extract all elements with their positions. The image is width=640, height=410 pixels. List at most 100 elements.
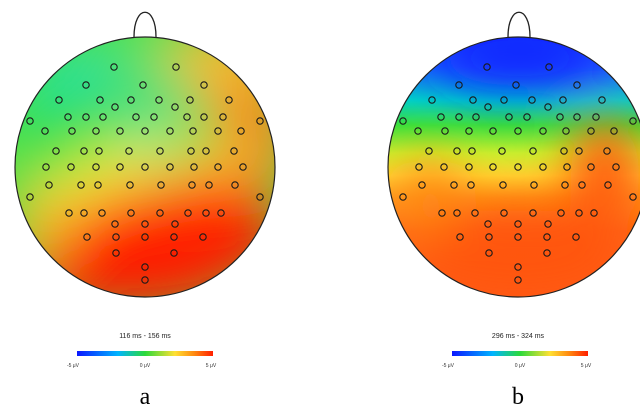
electrode-marker-icon (472, 113, 480, 121)
panel-a: 116 ms - 156 ms -5 μV 0 μV 5 μV a (14, 11, 276, 410)
electrode-marker-icon (141, 263, 149, 271)
electrode-marker-icon (573, 81, 581, 89)
electrode-marker-icon (415, 163, 423, 171)
electrode-marker-icon (514, 276, 522, 284)
electrode-marker-icon (514, 127, 522, 135)
electrode-marker-icon (219, 113, 227, 121)
electrode-marker-icon (556, 113, 564, 121)
electrode-marker-icon (217, 209, 225, 217)
electrode-marker-icon (95, 147, 103, 155)
electrode-marker-icon (67, 163, 75, 171)
electrode-marker-icon (544, 220, 552, 228)
scalp-map-a (15, 37, 275, 297)
electrode-marker-icon (110, 63, 118, 71)
electrode-marker-icon (170, 233, 178, 241)
electrode-marker-icon (166, 163, 174, 171)
electrode-marker-icon (125, 147, 133, 155)
electrode-marker-icon (214, 127, 222, 135)
electrode-marker-icon (499, 181, 507, 189)
electrode-marker-icon (214, 163, 222, 171)
electrode-marker-icon (65, 209, 73, 217)
electrode-marker-icon (26, 193, 34, 201)
colorbar-tick-mid-b: 0 μV (515, 363, 526, 369)
electrode-marker-icon (450, 181, 458, 189)
electrode-marker-icon (80, 147, 88, 155)
electrode-marker-icon (82, 81, 90, 89)
electrode-marker-icon (610, 127, 618, 135)
electrode-marker-icon (80, 209, 88, 217)
panel-letter-a: a (140, 384, 151, 410)
electrode-marker-icon (64, 113, 72, 121)
electrode-marker-icon (523, 113, 531, 121)
electrode-marker-icon (612, 163, 620, 171)
electrode-marker-icon (543, 233, 551, 241)
electrode-marker-icon (77, 181, 85, 189)
electrode-marker-icon (187, 147, 195, 155)
electrode-marker-icon (141, 127, 149, 135)
electrode-marker-icon (469, 96, 477, 104)
electrode-marker-icon (99, 113, 107, 121)
electrode-marker-icon (42, 163, 50, 171)
colorbar-tick-max-b: 5 μV (581, 363, 592, 369)
electrode-marker-icon (239, 163, 247, 171)
electrode-marker-icon (514, 163, 522, 171)
electrode-marker-icon (629, 193, 637, 201)
electrode-marker-icon (111, 103, 119, 111)
electrode-marker-icon (188, 181, 196, 189)
electrode-marker-icon (399, 193, 407, 201)
electrode-marker-icon (111, 220, 119, 228)
electrode-marker-icon (184, 209, 192, 217)
electrode-marker-icon (96, 96, 104, 104)
electrode-marker-icon (453, 209, 461, 217)
electrode-marker-icon (604, 181, 612, 189)
electrode-marker-icon (514, 220, 522, 228)
electrode-marker-icon (155, 96, 163, 104)
electrode-marker-icon (112, 249, 120, 257)
electrode-marker-icon (544, 103, 552, 111)
electrode-marker-icon (539, 163, 547, 171)
electrode-marker-icon (498, 147, 506, 155)
electrode-marker-icon (231, 181, 239, 189)
electrode-marker-icon (587, 163, 595, 171)
electrode-marker-icon (171, 103, 179, 111)
electrode-marker-icon (455, 81, 463, 89)
electrode-marker-icon (557, 209, 565, 217)
electrode-marker-icon (467, 181, 475, 189)
electrode-marker-icon (530, 181, 538, 189)
electrode-marker-icon (45, 181, 53, 189)
electrode-marker-icon (230, 147, 238, 155)
electrode-marker-icon (139, 81, 147, 89)
electrode-marker-icon (572, 233, 580, 241)
electrode-marker-icon (116, 127, 124, 135)
electrode-marker-icon (575, 147, 583, 155)
electrode-marker-icon (141, 220, 149, 228)
electrode-marker-icon (465, 163, 473, 171)
electrode-marker-icon (68, 127, 76, 135)
electrode-marker-icon (561, 181, 569, 189)
time-window-label-b: 296 ms - 324 ms (492, 333, 545, 340)
colorbar-gradient-b (452, 351, 588, 356)
electrode-marker-icon (98, 209, 106, 217)
electrode-marker-icon (437, 113, 445, 121)
panel-b: 296 ms - 324 ms -5 μV 0 μV 5 μV b (387, 11, 640, 410)
electrode-marker-icon (132, 113, 140, 121)
electrode-marker-icon (514, 263, 522, 271)
electrode-marker-icon (26, 117, 34, 125)
electrode-marker-icon (529, 147, 537, 155)
electrode-marker-icon (190, 163, 198, 171)
electrode-marker-icon (127, 96, 135, 104)
electrode-marker-icon (485, 233, 493, 241)
electrode-array-a (26, 63, 264, 284)
colorbar-a: 116 ms - 156 ms -5 μV 0 μV 5 μV (67, 333, 217, 369)
electrode-marker-icon (170, 249, 178, 257)
colorbar-tick-max-a: 5 μV (206, 363, 217, 369)
electrode-marker-icon (587, 127, 595, 135)
electrode-marker-icon (489, 127, 497, 135)
electrode-marker-icon (514, 233, 522, 241)
electrode-marker-icon (199, 233, 207, 241)
head-outline-b (387, 36, 640, 298)
nose-icon (507, 11, 531, 38)
electrode-marker-icon (186, 96, 194, 104)
electrode-marker-icon (141, 276, 149, 284)
